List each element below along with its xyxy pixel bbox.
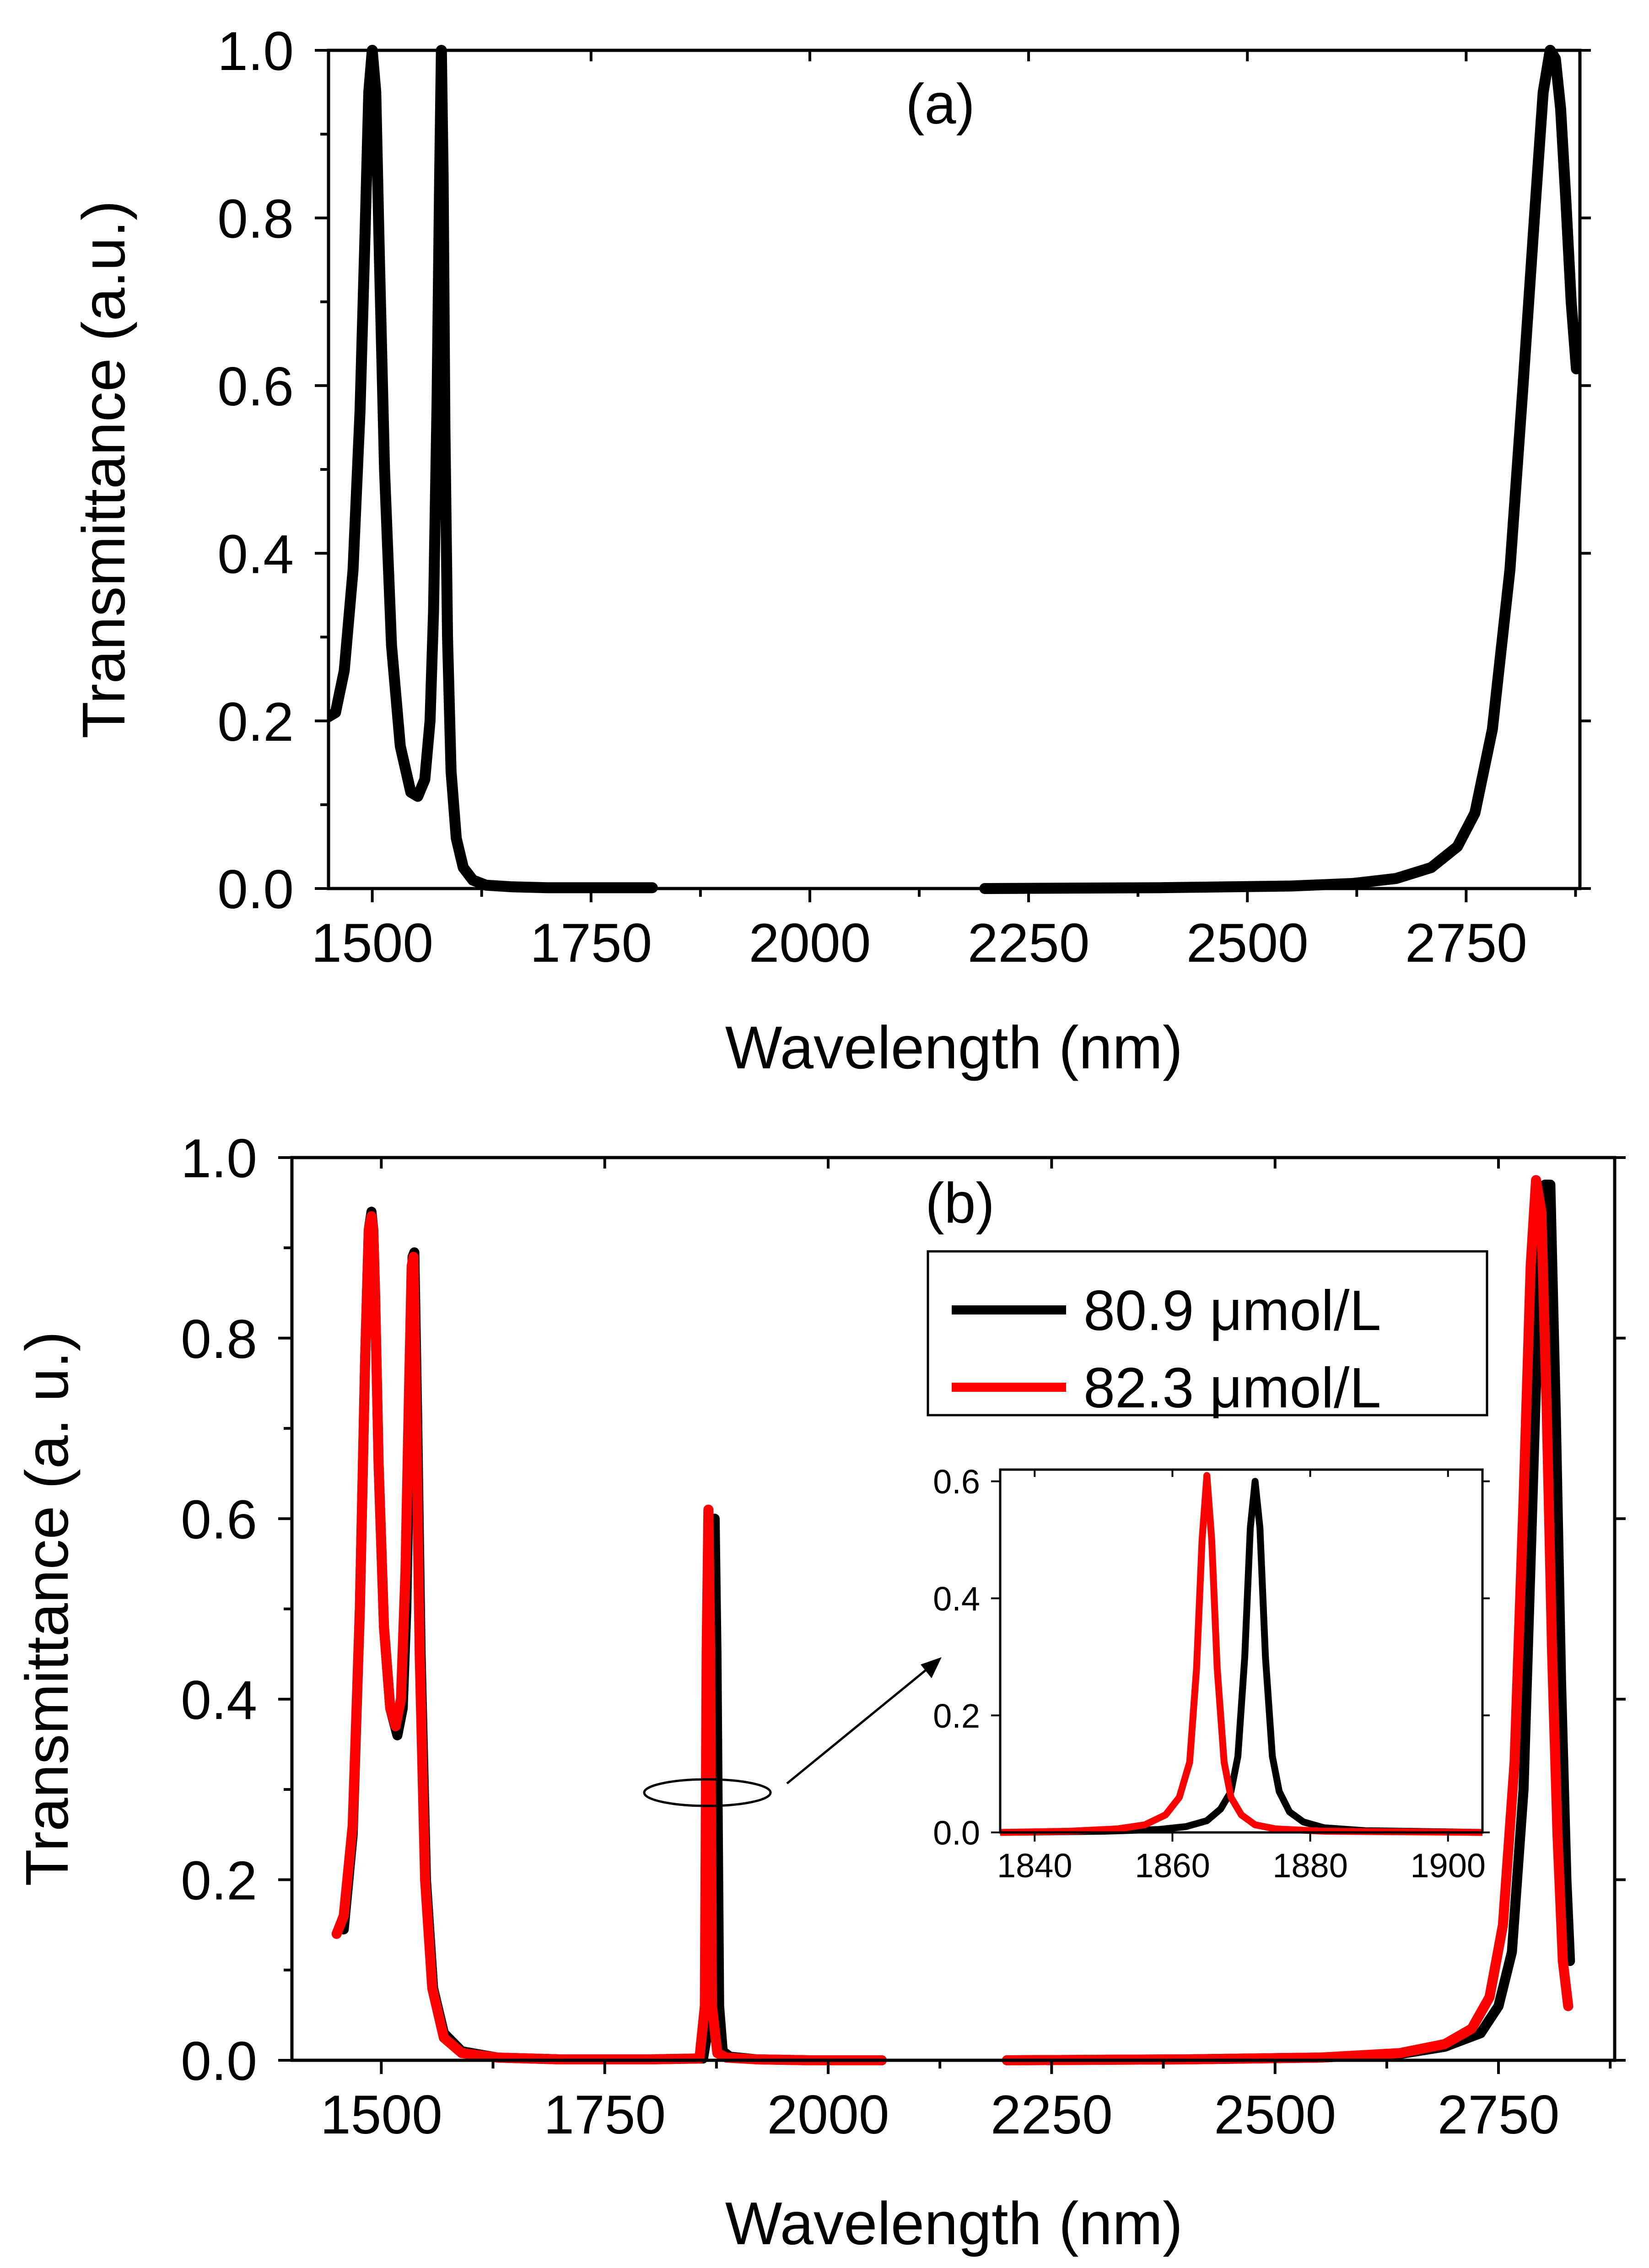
panel-b-legend: 80.9 μmol/L 82.3 μmol/L	[927, 1250, 1488, 1420]
panel-a-y-tick-label: 0.0	[217, 859, 294, 920]
zoom-arrow-head	[921, 1657, 942, 1678]
panel-b-x-axis-label: Wavelength (nm)	[725, 2190, 1183, 2257]
panel-b-plot-area	[331, 1175, 1575, 2065]
panel-a-y-tick-label: 0.8	[217, 189, 294, 250]
inset-y-tick-label: 0.2	[933, 1697, 980, 1735]
panel-a-x-tick-label: 1750	[530, 912, 652, 974]
panel-b-ticks: 1500 1750 2000 2250 2500 2750 0.0 0.2 0.4 0.6 0.8 1…	[181, 1128, 1626, 2145]
panel-b-x-tick-label: 1500	[320, 2084, 442, 2145]
inset-x-tick-label: 1880	[1272, 1847, 1348, 1885]
panel-a-x-tick-label: 1500	[311, 912, 433, 974]
panel-a-series-1-segment-2	[979, 45, 1580, 894]
zoom-region-ellipse	[643, 1778, 772, 1807]
panel-a-y-axis-label: Transmittance (a.u.)	[70, 200, 137, 738]
panel-b-y-tick-label: 0.6	[181, 1489, 257, 1550]
inset-series-group	[1000, 1472, 1482, 1836]
inset-y-tick-label: 0.0	[933, 1814, 980, 1852]
panel-b-x-tick-label: 2500	[1214, 2084, 1336, 2145]
panel-b-chart: 1500 1750 2000 2250 2500 2750 0.0 0.2 0.4 0.6 0.8 1…	[13, 1128, 1626, 2257]
inset-y-tick-label: 0.4	[933, 1580, 980, 1618]
inset-x-tick-label: 1840	[997, 1847, 1072, 1885]
panel-b-x-tick-label: 1750	[544, 2084, 666, 2145]
panel-a-label: (a)	[905, 73, 975, 136]
panel-b-x-tick-label: 2750	[1438, 2084, 1560, 2145]
inset-y-tick-label: 0.6	[933, 1463, 980, 1501]
panel-a-x-tick-label: 2750	[1405, 912, 1527, 974]
inset-series-2-segment-1	[1000, 1472, 1482, 1836]
panel-b-series-2-segment-2	[1002, 1175, 1574, 2065]
panel-b-label: (b)	[925, 1172, 995, 1235]
panel-a-series-1-segment-1	[329, 45, 658, 894]
panel-a-plot-area	[329, 45, 1580, 894]
panel-a-y-tick-label: 0.6	[217, 356, 294, 417]
panel-b-y-axis-label: Transmittance (a. u.)	[13, 1331, 81, 1886]
panel-a-x-tick-label: 2250	[968, 912, 1090, 974]
panel-b-y-tick-label: 0.0	[181, 2031, 257, 2092]
legend-label-series-2: 82.3 μmol/L	[1083, 1357, 1381, 1420]
panel-a-y-tick-label: 0.2	[217, 691, 294, 753]
inset-chart: 1840 1860 1880 1900 0.0 0.2 0.4 0.6	[933, 1463, 1490, 1885]
panel-b-y-tick-label: 0.2	[181, 1850, 257, 1912]
panel-b-y-tick-label: 0.4	[181, 1670, 257, 1731]
panel-b-y-tick-label: 1.0	[181, 1128, 257, 1189]
panel-b-series-group	[331, 1175, 1575, 2065]
panel-b-y-tick-label: 0.8	[181, 1309, 257, 1370]
inset-background	[1000, 1470, 1482, 1832]
panel-a-y-tick-label: 1.0	[217, 21, 294, 82]
inset-ticks: 1840 1860 1880 1900 0.0 0.2 0.4 0.6	[933, 1463, 1490, 1885]
panel-a-chart: 1500 1750 2000 2250 2500 2750 0.0 0.2 0.4 0.6 0.8 1…	[70, 21, 1591, 1081]
inset-series-1-segment-1	[1000, 1478, 1482, 1836]
panel-a-ticks: 1500 1750 2000 2250 2500 2750 0.0 0.2 0.4 0.6 0.8 1…	[217, 21, 1591, 974]
panel-b-x-tick-label: 2250	[991, 2084, 1113, 2145]
panel-a-x-axis-label: Wavelength (nm)	[725, 1014, 1183, 1081]
panel-a-x-tick-label: 2500	[1186, 912, 1309, 974]
legend-label-series-1: 80.9 μmol/L	[1083, 1279, 1381, 1342]
panel-a-series-group	[329, 45, 1580, 894]
panel-a-x-tick-label: 2000	[749, 912, 871, 974]
panel-b-x-tick-label: 2000	[767, 2084, 889, 2145]
panel-b-series-2-segment-1	[331, 1211, 887, 2065]
zoom-arrow-line	[786, 1665, 932, 1784]
inset-plot-area	[1000, 1472, 1482, 1836]
panel-a-y-tick-label: 0.4	[217, 523, 294, 585]
inset-axes-frame	[999, 1468, 1484, 1834]
inset-x-tick-label: 1860	[1135, 1847, 1210, 1885]
inset-x-tick-label: 1900	[1410, 1847, 1486, 1885]
